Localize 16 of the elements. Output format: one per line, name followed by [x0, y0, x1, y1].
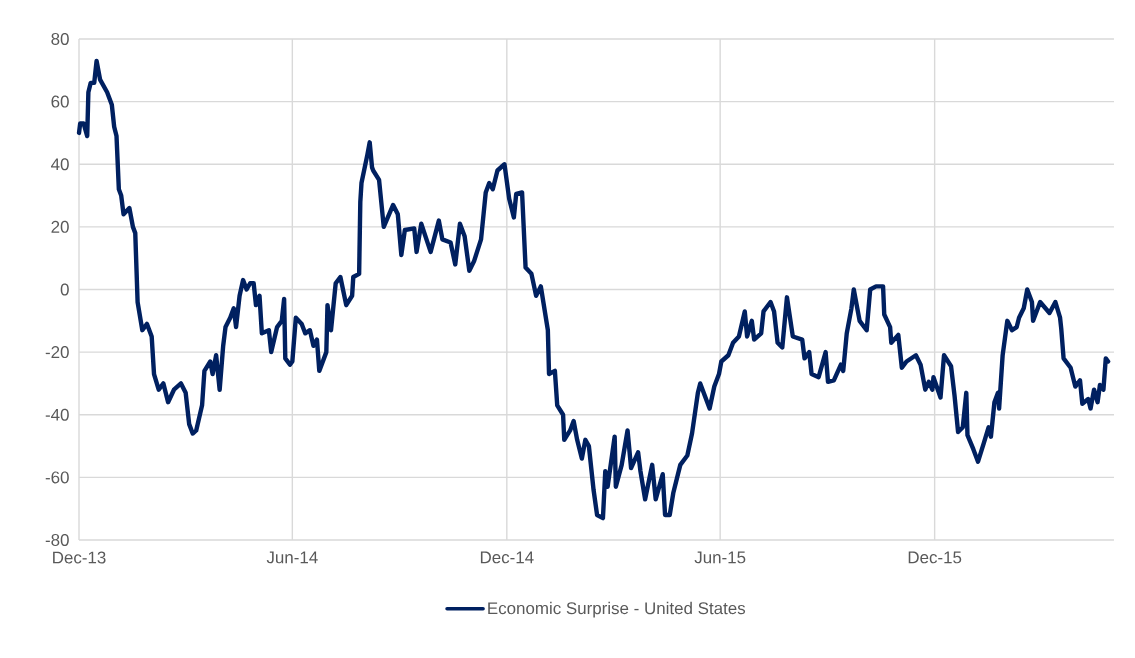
- y-tick-label: -80: [45, 534, 69, 546]
- x-tick-label: Dec-13: [53, 551, 106, 564]
- y-tick-label: 20: [51, 220, 69, 233]
- y-tick-label: 40: [51, 158, 69, 171]
- line-series: [76, 58, 1111, 521]
- y-tick-label: 80: [51, 32, 69, 45]
- x-tick-label: Jun-14: [266, 551, 318, 564]
- y-tick-label: -20: [45, 346, 69, 359]
- legend-label: Economic Surprise - United States: [488, 601, 746, 618]
- y-tick-label: -40: [45, 408, 69, 421]
- y-tick-label: -60: [45, 471, 69, 484]
- y-tick-label: 60: [51, 95, 69, 108]
- x-tick-label: Dec-14: [480, 551, 534, 564]
- x-tick-label: Jun-15: [694, 551, 746, 564]
- y-tick-label: 0: [60, 283, 69, 296]
- x-tick-label: Dec-15: [908, 551, 962, 564]
